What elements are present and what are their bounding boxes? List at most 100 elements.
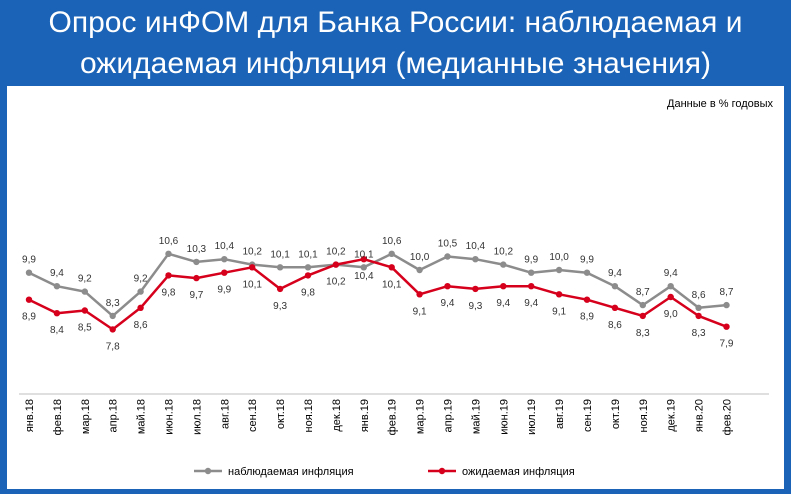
series-line-expected [28, 257, 727, 331]
x-tick-label: ноя.18 [303, 399, 315, 432]
x-tick-label: фев.19 [387, 399, 399, 435]
data-point-expected [276, 285, 284, 293]
data-label-observed: 9,9 [580, 255, 594, 266]
data-point-observed [611, 283, 619, 290]
data-point-expected [221, 269, 228, 276]
data-point-observed [304, 264, 312, 271]
data-label-expected: 10,1 [382, 279, 402, 290]
x-tick-label: авг.19 [554, 399, 566, 429]
data-label-observed: 9,2 [134, 274, 148, 285]
data-label-observed: 9,4 [664, 268, 678, 279]
x-tick-label: ноя.19 [638, 399, 650, 432]
data-point-expected [444, 283, 451, 290]
x-tick-label: авг.18 [219, 399, 231, 429]
data-label-expected: 8,9 [22, 312, 36, 323]
data-label-expected: 9,4 [441, 298, 455, 309]
data-point-expected [249, 264, 256, 271]
page-title: Опрос инФОМ для Банка России: наблюдаема… [0, 2, 791, 84]
data-point-observed [583, 269, 591, 276]
data-point-expected [81, 307, 89, 314]
data-point-observed [276, 264, 284, 271]
data-label-expected: 9,0 [664, 309, 678, 320]
data-point-expected [193, 274, 200, 282]
data-label-observed: 9,4 [608, 268, 622, 279]
data-point-expected [583, 296, 591, 303]
data-label-observed: 10,3 [187, 244, 207, 255]
legend-label: наблюдаемая инфляция [228, 466, 354, 478]
data-label-observed: 10,5 [438, 239, 458, 250]
data-point-observed [416, 266, 423, 274]
data-point-expected [555, 291, 563, 298]
data-label-expected: 9,7 [189, 290, 203, 301]
legend-label: ожидаемая инфляция [462, 466, 575, 478]
data-point-expected [528, 283, 535, 290]
data-point-expected [695, 312, 702, 320]
data-label-expected: 8,3 [692, 328, 706, 339]
x-tick-label: сен.19 [582, 399, 594, 432]
data-point-observed [723, 301, 730, 309]
data-label-expected: 9,8 [301, 287, 315, 298]
data-label-expected: 10,4 [354, 271, 374, 282]
data-point-observed [193, 258, 200, 266]
data-label-expected: 8,3 [636, 328, 650, 339]
data-label-observed: 10,2 [326, 247, 346, 258]
data-point-expected [165, 272, 172, 279]
data-point-observed [639, 301, 646, 309]
data-label-observed: 10,6 [159, 236, 179, 247]
x-tick-label: июн.19 [498, 399, 510, 435]
x-tick-label: апр.18 [108, 399, 120, 432]
data-point-expected [611, 304, 619, 311]
title-line-1: Опрос инФОМ для Банка России: наблюдаема… [48, 6, 743, 39]
data-point-expected [416, 291, 423, 298]
data-label-observed: 8,7 [720, 287, 734, 298]
data-point-observed [444, 253, 451, 260]
data-point-expected [472, 285, 479, 293]
x-tick-label: дек.18 [331, 399, 343, 432]
data-label-expected: 10,2 [326, 277, 346, 288]
data-label-observed: 9,9 [22, 255, 36, 266]
data-label-observed: 10,2 [242, 247, 262, 258]
data-point-observed [137, 288, 144, 295]
x-tick-label: июл.19 [526, 399, 538, 435]
x-tick-label: июн.18 [164, 399, 176, 435]
data-label-observed: 10,1 [270, 249, 290, 260]
x-tick-label: фев.18 [52, 399, 64, 435]
data-label-expected: 9,4 [524, 298, 538, 309]
x-tick-label: окт.19 [610, 399, 622, 429]
data-point-observed [53, 283, 61, 290]
x-tick-label: янв.18 [24, 399, 36, 432]
data-label-observed: 10,1 [298, 249, 318, 260]
data-point-observed [500, 261, 507, 268]
data-point-observed [221, 256, 228, 263]
data-label-expected: 8,6 [608, 320, 622, 331]
data-label-expected: 7,9 [720, 339, 734, 350]
legend-swatch-marker [204, 467, 212, 475]
data-label-observed: 10,1 [354, 249, 374, 260]
data-label-expected: 9,4 [496, 298, 510, 309]
legend-swatch-marker [438, 467, 446, 475]
data-point-observed [165, 250, 172, 257]
data-point-expected [304, 272, 312, 279]
x-tick-label: окт.18 [275, 399, 287, 429]
data-point-expected [109, 326, 116, 333]
title-line-2: ожидаемая инфляция (медианные значения) [79, 47, 712, 80]
data-point-observed [109, 312, 116, 320]
data-label-expected: 10,1 [242, 279, 262, 290]
data-label-observed: 9,4 [50, 268, 64, 279]
data-label-observed: 10,0 [410, 252, 430, 263]
data-label-expected: 9,1 [552, 306, 566, 317]
series-line-observed [28, 252, 727, 318]
data-label-expected: 9,1 [413, 306, 427, 317]
data-point-expected [360, 256, 367, 263]
chart-panel: Данные в % годовых 9,9 8,9 9,4 8,4 9,2 8,5 8,3… [7, 86, 784, 489]
x-tick-label: май.18 [136, 399, 148, 434]
data-point-expected [25, 296, 33, 303]
x-tick-label: мар.18 [80, 399, 92, 434]
x-tick-label: апр.19 [443, 399, 455, 432]
x-tick-label: янв.20 [694, 399, 706, 432]
data-point-expected [332, 261, 340, 268]
data-label-expected: 9,3 [273, 301, 287, 312]
data-label-observed: 9,9 [524, 255, 538, 266]
x-tick-label: сен.18 [247, 399, 259, 432]
data-label-expected: 8,9 [580, 312, 594, 323]
